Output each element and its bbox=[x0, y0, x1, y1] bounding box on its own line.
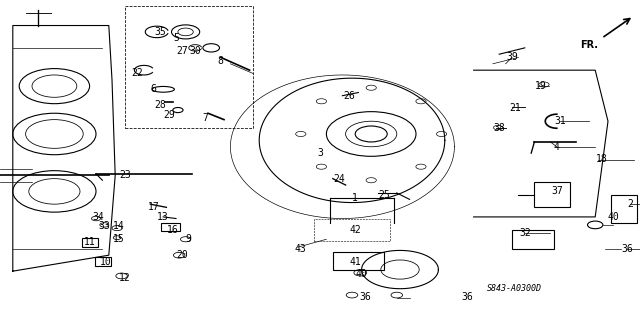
Text: 36: 36 bbox=[621, 244, 633, 254]
Text: FR.: FR. bbox=[580, 40, 598, 50]
Bar bbox=[314, 219, 390, 241]
Text: 21: 21 bbox=[509, 103, 521, 114]
Text: S843-A0300D: S843-A0300D bbox=[486, 285, 541, 293]
Bar bbox=[125, 6, 253, 128]
Text: 8: 8 bbox=[218, 56, 224, 66]
Text: 28: 28 bbox=[154, 100, 166, 110]
Text: 34: 34 bbox=[92, 212, 104, 222]
Text: 32: 32 bbox=[519, 228, 531, 238]
Bar bbox=[95, 257, 111, 266]
Text: 42: 42 bbox=[349, 225, 361, 235]
Text: 4: 4 bbox=[554, 142, 560, 152]
Text: 1: 1 bbox=[352, 193, 358, 203]
Text: 43: 43 bbox=[295, 244, 307, 254]
Bar bbox=[534, 182, 570, 207]
Text: 26: 26 bbox=[343, 91, 355, 101]
Text: 9: 9 bbox=[186, 234, 192, 244]
Bar bbox=[333, 252, 384, 270]
Text: 30: 30 bbox=[189, 46, 201, 56]
Bar bbox=[611, 195, 637, 223]
Text: 33: 33 bbox=[99, 221, 110, 232]
Text: 10: 10 bbox=[100, 256, 111, 267]
Text: 11: 11 bbox=[84, 237, 95, 248]
Text: 13: 13 bbox=[157, 212, 169, 222]
Text: 3: 3 bbox=[317, 148, 323, 158]
Text: 5: 5 bbox=[173, 33, 179, 43]
Bar bbox=[512, 230, 554, 249]
Text: 25: 25 bbox=[378, 189, 390, 200]
Text: 6: 6 bbox=[150, 84, 157, 94]
Text: 24: 24 bbox=[333, 174, 345, 184]
Text: 36: 36 bbox=[359, 292, 371, 302]
Text: 31: 31 bbox=[554, 116, 566, 126]
Bar bbox=[161, 223, 180, 231]
Text: 22: 22 bbox=[132, 68, 143, 78]
Text: 39: 39 bbox=[506, 52, 518, 63]
Text: 38: 38 bbox=[493, 122, 505, 133]
Text: 27: 27 bbox=[177, 46, 188, 56]
Text: 15: 15 bbox=[113, 234, 124, 244]
Text: 40: 40 bbox=[607, 212, 619, 222]
Text: 35: 35 bbox=[154, 27, 166, 37]
Text: 7: 7 bbox=[202, 113, 208, 123]
Text: 36: 36 bbox=[461, 292, 473, 302]
Text: 29: 29 bbox=[164, 110, 175, 120]
Text: 17: 17 bbox=[148, 202, 159, 212]
Text: 23: 23 bbox=[119, 170, 131, 181]
Text: 41: 41 bbox=[349, 256, 361, 267]
Text: 40: 40 bbox=[356, 269, 367, 279]
Bar bbox=[82, 238, 98, 247]
Text: 14: 14 bbox=[113, 221, 124, 232]
Text: 37: 37 bbox=[551, 186, 563, 197]
Text: 2: 2 bbox=[627, 199, 634, 209]
Text: 20: 20 bbox=[177, 250, 188, 260]
Text: 19: 19 bbox=[535, 81, 547, 91]
Text: 18: 18 bbox=[596, 154, 607, 165]
Text: 16: 16 bbox=[167, 225, 179, 235]
Text: 12: 12 bbox=[119, 272, 131, 283]
